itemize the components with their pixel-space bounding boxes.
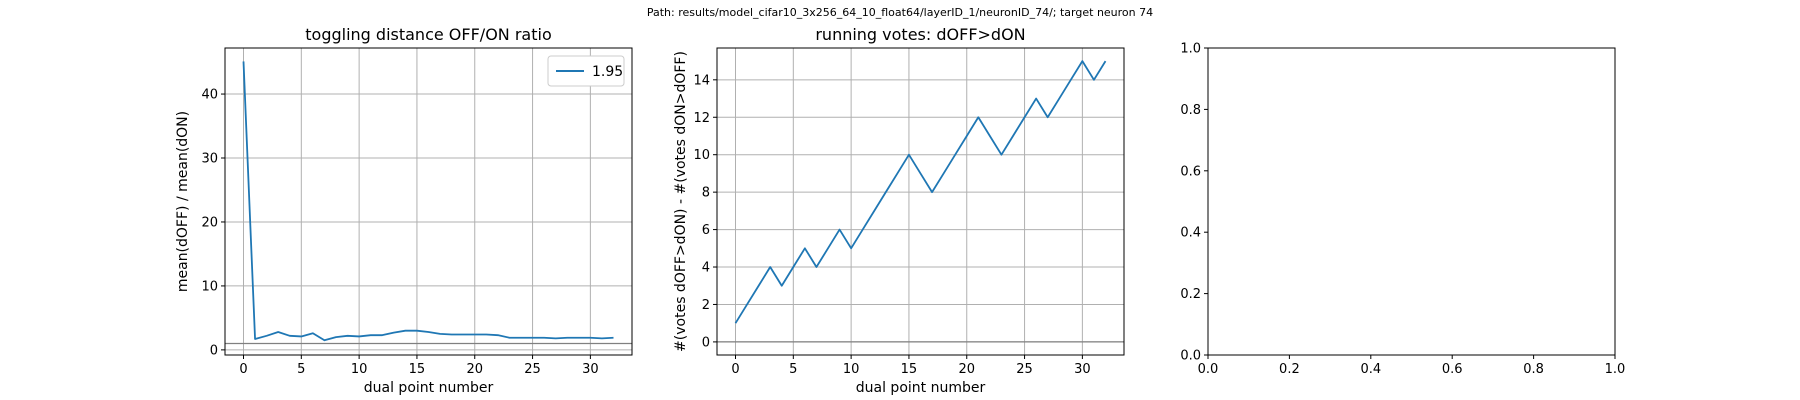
- figure-suptitle: Path: results/model_cifar10_3x256_64_10_…: [647, 6, 1153, 19]
- chart-title-ratio: toggling distance OFF/ON ratio: [305, 25, 551, 44]
- axes-layer: 0 5 10 15 20 25 30 0 2 4 6 8 10 12 14: [693, 47, 1125, 377]
- legend-frame: [547, 55, 625, 87]
- y-tick-label: 10: [693, 148, 710, 163]
- y-tick-label: 4: [702, 261, 710, 276]
- y-tick-label: 0.2: [1180, 287, 1201, 302]
- y-tick-label: 0: [702, 335, 710, 350]
- y-tick-label: 12: [693, 111, 710, 126]
- x-tick-label: 15: [901, 362, 918, 377]
- x-tick-label: 10: [843, 362, 860, 377]
- x-tick-label: 15: [409, 362, 426, 377]
- y-tick-label: 30: [201, 152, 218, 167]
- y-axis-label-votes: #(votes dOFF>dON) - #(votes dON>dOFF): [673, 51, 689, 352]
- axes-layer: 0 5 10 15 20 25 30 0 10 20 30 40: [201, 47, 633, 377]
- series-line: [242, 61, 614, 342]
- legend: 1.95: [547, 55, 625, 87]
- x-axis-label-ratio: dual point number: [364, 380, 494, 396]
- x-tick-label: 25: [1016, 362, 1033, 377]
- x-tick-label: 0.8: [1523, 362, 1544, 377]
- x-tick-label: 5: [297, 362, 305, 377]
- y-tick-label: 2: [702, 298, 710, 313]
- y-tick-label: 10: [201, 279, 218, 294]
- y-tick-label: 0.4: [1180, 226, 1201, 241]
- chart-panel-ratio: 0 5 10 15 20 25 30 0 10 20 30 40 toggling distance …: [175, 25, 633, 396]
- x-tick-label: 5: [789, 362, 797, 377]
- y-tick-label: 0.8: [1180, 103, 1201, 118]
- y-tick-label: 14: [693, 73, 710, 88]
- y-tick-label: 20: [201, 215, 218, 230]
- x-tick-label: 0.0: [1198, 362, 1219, 377]
- y-tick-label: 6: [702, 223, 710, 238]
- x-tick-label: 30: [582, 362, 599, 377]
- y-tick-label: 0: [210, 343, 218, 358]
- x-tick-label: 0.2: [1279, 362, 1300, 377]
- y-axis-label-ratio: mean(dOFF) / mean(dON): [175, 111, 191, 292]
- grid-layer: [225, 48, 632, 355]
- legend-label: 1.95: [592, 64, 623, 80]
- x-tick-label: 0.4: [1360, 362, 1381, 377]
- x-tick-label: 0: [239, 362, 247, 377]
- x-tick-label: 20: [466, 362, 483, 377]
- y-tick-label: 8: [702, 186, 710, 201]
- series-layer: [242, 61, 614, 342]
- y-tick-label: 0.0: [1180, 349, 1201, 364]
- x-tick-label: 1.0: [1605, 362, 1626, 377]
- x-tick-label: 10: [351, 362, 368, 377]
- axes-frame: [716, 47, 1125, 356]
- axes-layer: 0.0 0.2 0.4 0.6 0.8 1.0 0.0 0.2 0.4 0.6 0.8 1.0: [1180, 42, 1625, 378]
- chart-title-votes: running votes: dOFF>dON: [815, 25, 1025, 44]
- series-layer: [734, 60, 1107, 324]
- y-tick-label: 0.6: [1180, 164, 1201, 179]
- grid-layer: [717, 48, 1124, 355]
- chart-panel-votes: 0 5 10 15 20 25 30 0 2 4 6 8 10 12 14 running votes: d…: [673, 25, 1125, 396]
- y-tick-label: 1.0: [1180, 42, 1201, 57]
- chart-panel-empty: 0.0 0.2 0.4 0.6 0.8 1.0 0.0 0.2 0.4 0.6 0.8 1.0: [1180, 42, 1625, 378]
- x-tick-label: 20: [958, 362, 975, 377]
- x-tick-label: 30: [1074, 362, 1091, 377]
- series-line: [734, 60, 1107, 324]
- x-tick-label: 0.6: [1442, 362, 1463, 377]
- x-tick-label: 25: [524, 362, 541, 377]
- x-tick-label: 0: [731, 362, 739, 377]
- x-axis-label-votes: dual point number: [856, 380, 986, 396]
- axes-frame: [1207, 47, 1616, 356]
- y-tick-label: 40: [201, 88, 218, 103]
- axes-frame: [224, 47, 633, 356]
